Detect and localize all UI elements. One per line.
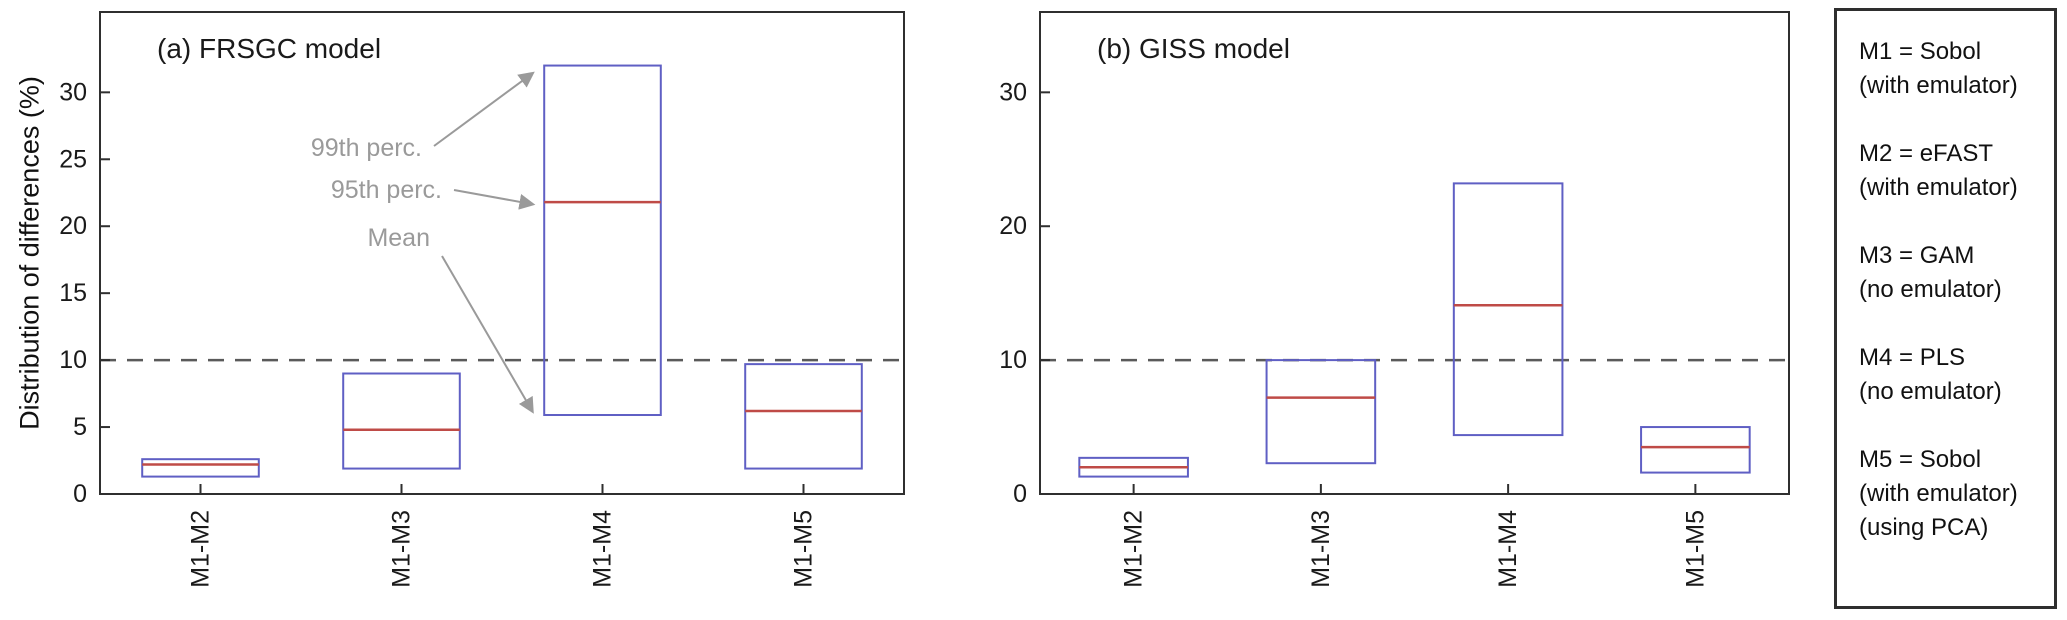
x-tick-label: M1-M2 [1120,510,1148,588]
y-tick-label: 15 [59,279,87,307]
legend-entry-line: M4 = PLS [1859,344,1966,371]
legend-box: M1 = Sobol (with emulator) M2 = eFAST (with… [1834,8,2057,609]
x-tick-label: M1-M3 [388,510,416,588]
annotation-arrow-p99 [433,71,535,147]
boxplot-svg-b: 0 10 20 30 M1-M2 M1-M3 M1-M4 M1-M5 (b) GISS mode… [999,11,1790,588]
y-tick-label: 20 [999,212,1027,240]
boxplot-svg-a: 0 5 10 15 20 25 30 M1-M2 M1-M3 M1-M4 M1-M5 (a) FRSG… [59,11,905,588]
annotation-arrow-mean [441,255,534,414]
annotation-label-p95: 95th perc. [331,176,442,204]
box-M1-M3 [342,372,461,470]
box-M1-M4 [1452,182,1564,437]
x-tick-label: M1-M5 [1681,510,1709,588]
x-tick-label: M1-M4 [1494,510,1522,588]
legend-entry-line: M5 = Sobol [1859,446,1982,473]
y-tick-label: 25 [59,145,87,173]
y-tick-label: 0 [73,480,87,508]
legend-entry: M2 = eFAST (with emulator) [1859,137,2046,205]
y-tick-label: 20 [59,212,87,240]
axes-frame [1039,11,1790,495]
box-M1-M3 [1265,359,1377,465]
legend-entry-line: (no emulator) [1859,276,2002,303]
legend-entry-line: (using PCA) [1859,514,1989,541]
legend-entry-line: (with emulator) [1859,480,2018,507]
legend-entry-line: (with emulator) [1859,174,2018,201]
y-tick-label: 0 [1013,480,1027,508]
x-tick-label: M1-M5 [790,510,818,588]
box-M1-M2 [141,458,260,478]
y-tick-label: 10 [999,346,1027,374]
panel-a-frsgc-chart: 0 5 10 15 20 25 30 M1-M2 M1-M3 M1-M4 M1-M5 (a) FRSG… [42,6,909,612]
y-axis-label: Distribution of differences (%) [14,76,45,430]
legend-entry: M4 = PLS (no emulator) [1859,341,2046,409]
panel-b-giss-chart: 0 10 20 30 M1-M2 M1-M3 M1-M4 M1-M5 (b) GISS mode… [982,6,1794,612]
y-tick-label: 10 [59,346,87,374]
y-tick-label: 30 [59,78,87,106]
legend-entry-line: M2 = eFAST [1859,140,1994,167]
y-tick-label: 30 [999,78,1027,106]
legend-entry-line: (no emulator) [1859,378,2002,405]
legend-entry: M5 = Sobol (with emulator) (using PCA) [1859,443,2046,545]
y-tick-label: 5 [73,413,87,441]
box-M1-M4 [543,64,662,417]
box-M1-M5 [744,363,863,470]
box-M1-M5 [1640,426,1751,474]
panel-title: (b) GISS model [1097,33,1290,64]
x-tick-label: M1-M3 [1307,510,1335,588]
legend-entry-line: (with emulator) [1859,72,2018,99]
annotation-arrow-p95 [453,189,536,210]
legend-entry-line: M1 = Sobol [1859,38,1982,65]
legend-entry-line: M3 = GAM [1859,242,1975,269]
panel-title: (a) FRSGC model [157,33,381,64]
annotation-label-mean: Mean [367,224,430,252]
annotation-label-p99: 99th perc. [311,134,422,162]
legend-entry: M3 = GAM (no emulator) [1859,239,2046,307]
axes-frame [99,11,905,495]
x-tick-label: M1-M4 [589,510,617,588]
legend-entry: M1 = Sobol (with emulator) [1859,35,2046,103]
x-tick-label: M1-M2 [187,510,215,588]
